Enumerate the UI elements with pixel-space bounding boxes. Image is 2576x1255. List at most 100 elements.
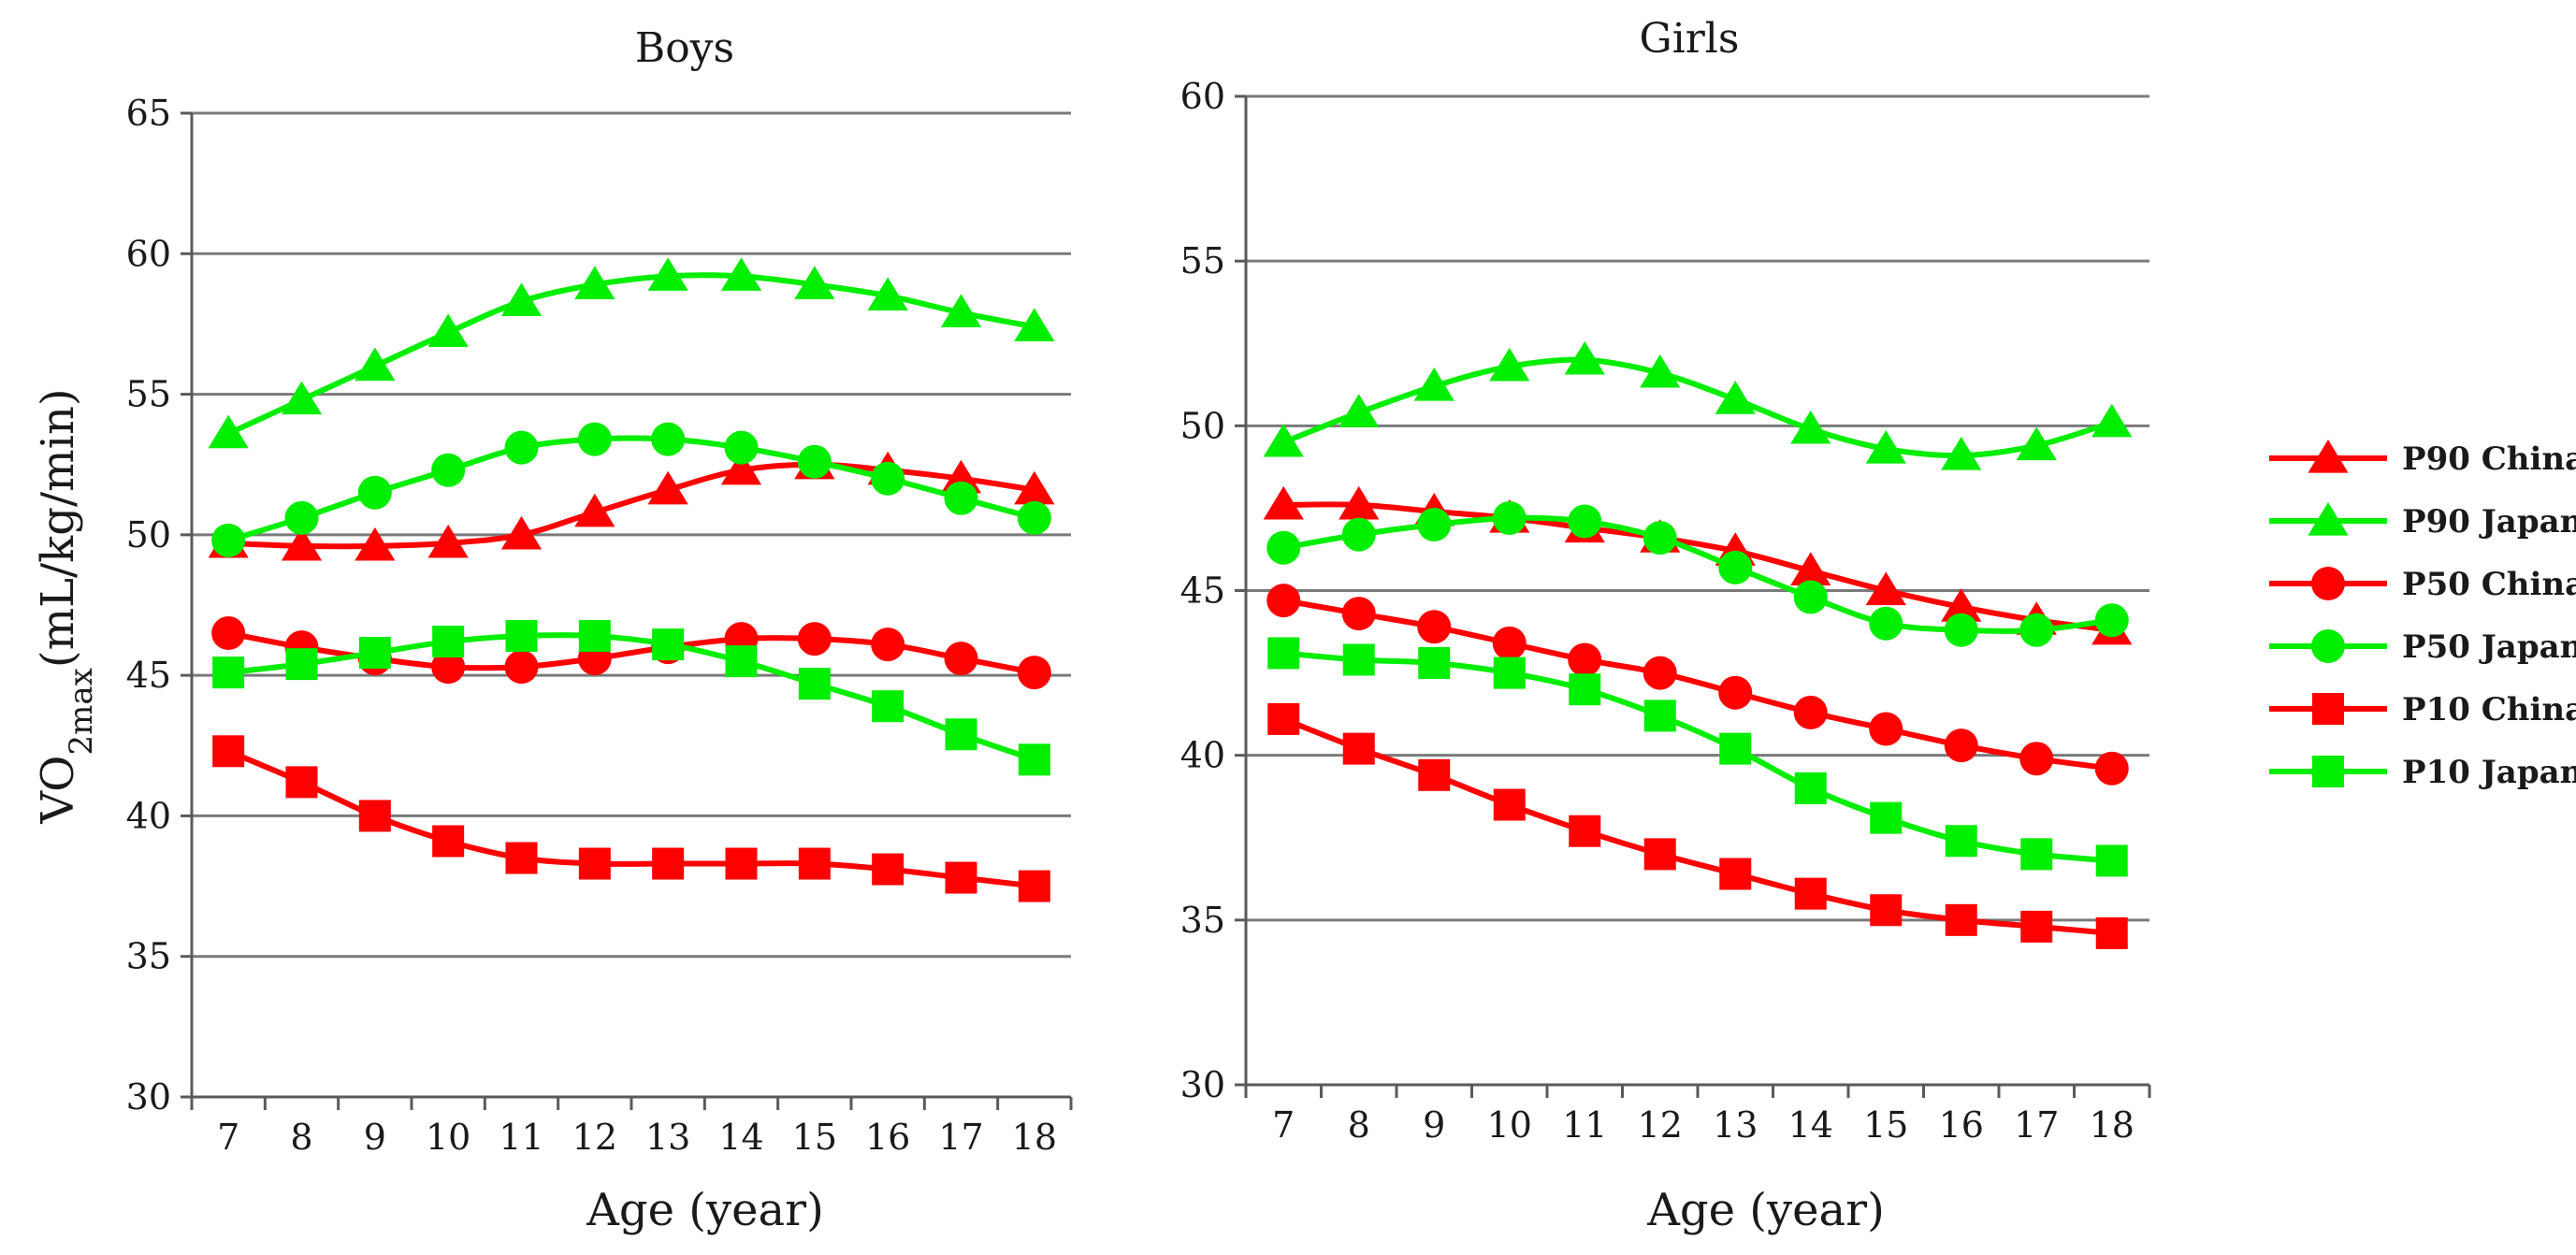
data-point (872, 690, 904, 723)
data-point (1569, 673, 1601, 706)
data-point (1869, 606, 1903, 641)
data-point (1341, 597, 1376, 631)
x-tick-label: 13 (1713, 1104, 1758, 1146)
data-point (724, 430, 759, 465)
axes (181, 111, 1073, 1110)
x-tick-label: 15 (792, 1117, 837, 1158)
legend-marker (2308, 502, 2349, 536)
series-p10-japan (1267, 637, 2128, 877)
data-point (432, 825, 465, 858)
data-point (1719, 858, 1752, 890)
legend-item-p90-japan: P90 Japan (2269, 502, 2576, 541)
data-point (1342, 732, 1375, 765)
series-line (225, 748, 1037, 889)
legend-label: P10 China (2402, 691, 2576, 728)
x-tick-label: 17 (938, 1117, 983, 1158)
x-tick-label: 7 (217, 1117, 239, 1158)
series-p10-japan (212, 620, 1050, 776)
data-point (1790, 552, 1831, 585)
x-tick-labels: 7 8 9 10 11 12 13 14 15 16 17 18 (1272, 1104, 2135, 1146)
series-p50-china (1266, 584, 2129, 786)
legend-item-p50-china: P50 China (2269, 566, 2576, 603)
data-point (1945, 825, 1977, 858)
data-point (355, 527, 396, 561)
data-point (647, 257, 688, 291)
x-tick-label: 14 (718, 1117, 763, 1158)
data-point (1413, 368, 1454, 401)
x-tick-label: 15 (1863, 1104, 1908, 1146)
y-axis-label-subscript: 2max (63, 668, 100, 755)
x-tick-label: 14 (1788, 1104, 1833, 1146)
series-line (225, 435, 1037, 543)
data-point (871, 628, 905, 662)
data-point (432, 626, 465, 658)
data-point (285, 766, 318, 799)
data-point (211, 616, 246, 651)
data-point (574, 493, 615, 527)
series-p50-china (211, 616, 1051, 690)
y-tick-label: 35 (126, 936, 171, 977)
data-point (500, 282, 543, 316)
x-tick-label: 18 (1012, 1117, 1057, 1158)
data-point (1564, 340, 1605, 375)
y-tick-label: 45 (126, 655, 171, 696)
x-axis-label: Age (year) (586, 1184, 824, 1236)
data-point (725, 847, 758, 880)
data-point (358, 800, 391, 832)
y-tick-label: 35 (1180, 900, 1225, 941)
y-tick-label: 30 (126, 1076, 171, 1118)
data-point (357, 475, 392, 510)
data-point (2091, 403, 2133, 438)
data-point (944, 481, 978, 515)
data-point (1719, 732, 1752, 765)
data-point (578, 847, 611, 880)
y-tick-label: 40 (126, 795, 171, 836)
axes (1235, 94, 2151, 1098)
data-point (1793, 580, 1828, 614)
data-point (2095, 916, 2128, 949)
data-point (1869, 712, 1903, 746)
data-point (1793, 695, 1828, 729)
x-tick-label: 18 (2090, 1104, 2135, 1146)
data-point (871, 461, 905, 496)
data-point (1643, 656, 1677, 690)
series-p50-japan (211, 422, 1051, 557)
data-point (1870, 801, 1903, 834)
y-tick-label: 60 (1180, 76, 1225, 117)
data-point (945, 718, 977, 751)
data-point (285, 648, 318, 681)
data-point (651, 422, 686, 456)
legend-label: P90 China (2402, 440, 2576, 478)
data-point (1489, 347, 1530, 382)
legend-marker (2311, 567, 2345, 600)
data-point (725, 645, 758, 678)
data-point (1263, 423, 1304, 457)
series-p10-china (212, 735, 1050, 902)
gridlines (192, 111, 1071, 959)
data-point (2016, 426, 2057, 461)
y-tick-label: 30 (1180, 1064, 1225, 1105)
data-point (1718, 675, 1753, 710)
x-tick-label: 12 (572, 1117, 617, 1158)
data-point (1263, 485, 1304, 520)
data-point (427, 524, 469, 558)
legend-label: P50 Japan (2402, 628, 2576, 666)
data-point (211, 523, 246, 557)
y-axis-label: VO2max(mL/kg/min) (32, 388, 100, 824)
x-tick-label: 16 (865, 1117, 910, 1158)
y-tick-label: 45 (1180, 570, 1225, 612)
data-point (505, 620, 538, 653)
data-point (504, 430, 539, 465)
legend-marker (2308, 440, 2349, 473)
data-point (1718, 550, 1753, 584)
data-point (1945, 903, 1977, 936)
data-point (431, 453, 466, 487)
data-point (1941, 588, 1982, 622)
data-point (2094, 603, 2129, 638)
data-point (2095, 844, 2128, 877)
legend-label: P10 Japan (2402, 754, 2576, 791)
x-tick-label: 17 (2014, 1104, 2059, 1146)
y-tick-label: 50 (1180, 405, 1225, 446)
data-point (1417, 508, 1452, 542)
